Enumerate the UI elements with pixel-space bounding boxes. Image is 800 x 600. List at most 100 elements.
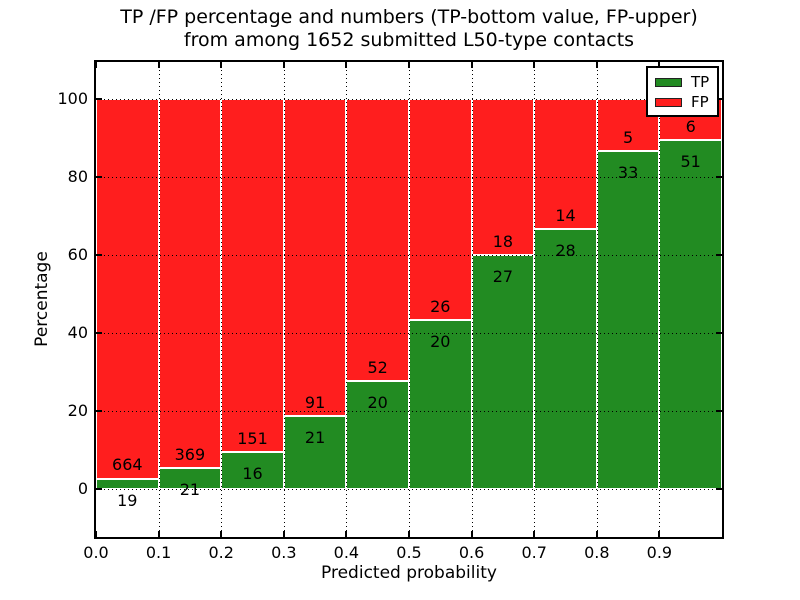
bar-label-fp-count: 6	[685, 117, 696, 137]
bar-label-fp-count: 151	[237, 428, 268, 448]
y-axis-label: Percentage	[32, 251, 52, 347]
bar-label-fp-count: 18	[492, 232, 514, 252]
gridline-v	[596, 62, 598, 537]
x-axis-tick	[345, 531, 348, 537]
x-tick-label: 0.5	[396, 543, 422, 562]
bar-label-tp-count: 28	[555, 241, 576, 261]
y-axis-tick-right	[716, 254, 722, 257]
bar-label-tp-count: 27	[492, 267, 514, 287]
x-axis-tick-top	[157, 62, 160, 68]
x-axis-tick-top	[658, 62, 661, 68]
bar-segment-fp	[221, 99, 284, 453]
gridline-v	[283, 62, 285, 537]
bar-label-tp-count: 20	[430, 331, 451, 351]
x-axis-tick-top	[408, 62, 410, 68]
y-axis-tick-right	[716, 488, 722, 491]
legend-item-fp: FP	[648, 92, 717, 112]
x-axis-tick	[157, 531, 160, 537]
y-tick-label: 100	[57, 89, 88, 109]
bar-label-fp-count: 5	[623, 127, 634, 147]
bar-label-fp-count: 52	[367, 357, 388, 377]
y-axis-tick-right	[716, 332, 722, 335]
bar-label-tp-count: 21	[179, 480, 201, 500]
gridline-v	[221, 62, 223, 537]
y-axis-tick-right	[716, 410, 722, 413]
x-axis-tick	[658, 531, 661, 537]
bar-label-tp-count: 16	[242, 464, 263, 483]
x-axis-tick-top	[533, 62, 536, 68]
bar-segment-tp	[283, 416, 347, 490]
bar-segment-fp	[283, 99, 347, 417]
plot-area: 664 19 369 21 151 16 91 21 52 20 26 20 18 27 14 28 5 33 6 5…	[94, 60, 724, 539]
gridline-v	[409, 62, 410, 537]
legend: TP FP	[646, 66, 719, 117]
bar-label-tp-count: 51	[680, 152, 701, 172]
y-axis-tick	[96, 176, 102, 179]
x-tick-label: 0.6	[458, 543, 485, 562]
bar-label-fp-count: 14	[555, 206, 576, 226]
legend-item-tp: TP	[648, 72, 717, 92]
bar-segment-tp	[659, 140, 722, 490]
x-axis-tick-top	[282, 62, 285, 68]
y-tick-label: 80	[67, 167, 88, 187]
chart-title-line2: from among 1652 submitted L50-type conta…	[183, 28, 635, 51]
gridline-v	[659, 62, 661, 537]
legend-swatch-fp-icon	[655, 97, 682, 107]
bar-segment-fp	[409, 99, 472, 320]
y-axis-tick-right	[716, 98, 722, 101]
y-axis-tick-right	[716, 176, 722, 179]
x-tick-label: 0.9	[646, 543, 673, 562]
x-axis-tick-top	[95, 62, 97, 68]
bar-segment-fp	[158, 99, 222, 469]
bar-label-fp-count: 369	[174, 445, 206, 465]
bar-label-fp-count: 26	[430, 296, 451, 316]
y-axis-tick	[96, 254, 102, 257]
x-tick-label: 0.8	[584, 543, 610, 562]
y-axis-tick	[96, 488, 102, 491]
plot-inner: 664 19 369 21 151 16 91 21 52 20 26 20 18 27 14 28 5 33 6 5…	[95, 62, 722, 537]
x-tick-label: 0.7	[521, 543, 547, 562]
bar-label-tp-count: 21	[304, 428, 326, 448]
gridline-v	[346, 62, 348, 537]
x-tick-label: 0.1	[145, 543, 172, 562]
gridline-v	[158, 62, 160, 537]
x-tick-label: 0.0	[83, 543, 109, 562]
bar-label-tp-count: 20	[367, 393, 388, 413]
x-tick-label: 0.4	[333, 543, 360, 562]
bar-segment-tp	[221, 452, 284, 490]
bar-segment-tp	[534, 229, 597, 490]
bar-label-tp-count: 19	[117, 490, 138, 510]
x-tick-label: 0.2	[208, 543, 234, 562]
x-axis-tick-top	[345, 62, 348, 68]
bar-segment-tp	[346, 381, 409, 490]
y-axis-tick	[96, 332, 102, 335]
x-axis-tick-top	[220, 62, 223, 68]
x-axis-tick	[95, 531, 97, 537]
bar-label-tp-count: 33	[617, 162, 639, 182]
x-axis-tick	[595, 531, 598, 537]
legend-swatch-tp-icon	[655, 77, 682, 87]
bar-label-fp-count: 664	[112, 455, 143, 475]
bar-segment-tp	[471, 255, 535, 490]
x-axis-tick-top	[595, 62, 598, 68]
x-axis-tick	[282, 531, 285, 537]
y-tick-label: 40	[67, 323, 88, 343]
x-axis-tick	[533, 531, 536, 537]
legend-label-fp: FP	[691, 93, 709, 111]
y-tick-label: 0	[77, 479, 88, 499]
bar-segment-fp	[346, 99, 409, 382]
legend-label-tp: TP	[691, 73, 710, 91]
x-axis-tick-top	[470, 62, 473, 68]
x-axis-tick	[470, 531, 473, 537]
x-axis-tick	[408, 531, 410, 537]
bar-segment-fp	[96, 99, 159, 479]
y-tick-label: 60	[67, 245, 88, 265]
chart-title-line1: TP /FP percentage and numbers (TP-bottom…	[120, 6, 698, 28]
x-tick-label: 0.3	[271, 543, 297, 562]
y-axis-tick	[96, 410, 102, 413]
x-axis-label: Predicted probability	[321, 563, 497, 583]
y-axis-tick	[96, 98, 102, 101]
bar-segment-tp	[596, 150, 660, 490]
y-tick-label: 20	[67, 401, 88, 421]
